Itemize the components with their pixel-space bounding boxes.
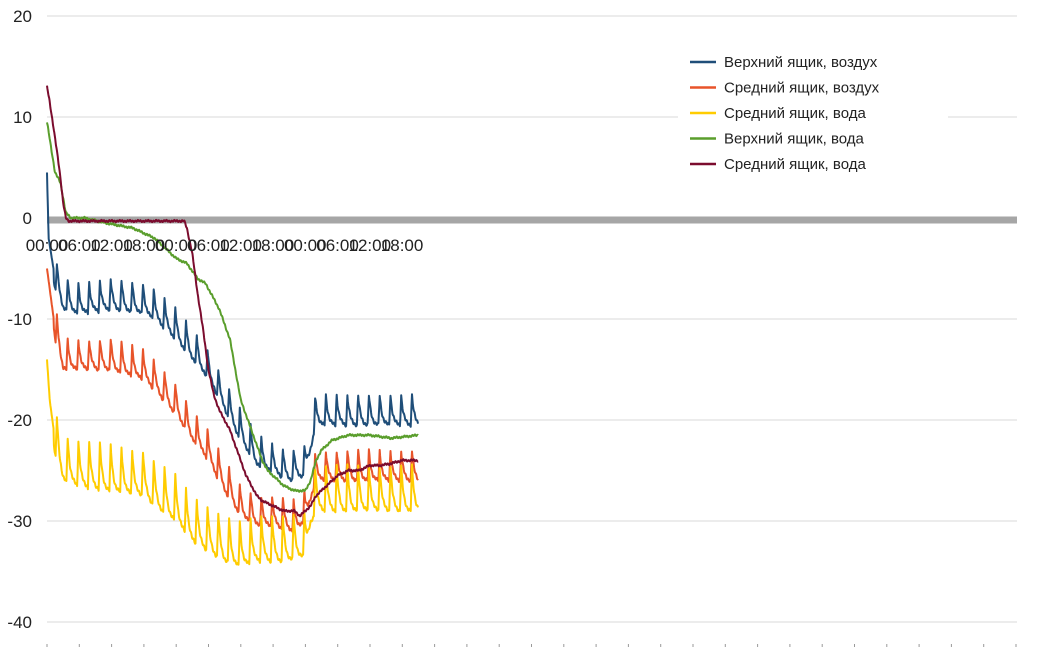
y-tick-label: -10	[7, 310, 32, 329]
legend: Верхний ящик, воздух Средний ящик, воздух…	[690, 54, 880, 173]
y-tick-label: 10	[13, 108, 32, 127]
y-tick-label: -30	[7, 512, 32, 531]
axis-labels: 20100-10-20-30-4000:0006:0012:0018:0000:…	[7, 7, 423, 632]
legend-label: Верхний ящик, воздух	[724, 54, 878, 71]
x-tick-label: 00:00	[26, 236, 69, 255]
x-tick-label: 06:00	[316, 236, 359, 255]
y-tick-label: -20	[7, 411, 32, 430]
legend-background	[678, 40, 948, 180]
x-tick-label: 18:00	[252, 236, 295, 255]
y-tick-label: -40	[7, 613, 32, 632]
legend-label: Средний ящик, вода	[724, 105, 866, 122]
x-tick-label: 00:00	[284, 236, 327, 255]
legend-label: Верхний ящик, вода	[724, 131, 865, 148]
x-tick-label: 18:00	[123, 236, 166, 255]
y-tick-label: 20	[13, 7, 32, 26]
series-line-1	[46, 172, 419, 483]
x-tick-label: 06:00	[58, 236, 101, 255]
x-tick-label: 18:00	[381, 236, 424, 255]
x-tick-label: 12:00	[90, 236, 133, 255]
series-line-5	[46, 85, 419, 518]
series-line-4	[46, 122, 419, 493]
series-lines	[46, 85, 419, 566]
legend-label: Средний ящик, воздух	[724, 80, 880, 97]
legend-label: Средний ящик, вода	[724, 156, 866, 173]
legend-box	[678, 40, 948, 180]
y-tick-label: 0	[23, 209, 32, 228]
x-tick-label: 00:00	[155, 236, 198, 255]
x-tick-label: 06:00	[187, 236, 230, 255]
series-line-3	[46, 359, 419, 566]
series-line-2	[46, 268, 419, 533]
x-tick-label: 12:00	[219, 236, 262, 255]
x-tick-label: 12:00	[349, 236, 392, 255]
